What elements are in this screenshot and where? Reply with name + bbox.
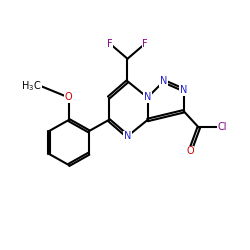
Text: O: O [186, 146, 194, 156]
Text: N: N [160, 76, 168, 86]
Text: F: F [142, 39, 148, 49]
Text: N: N [124, 131, 131, 141]
Text: F: F [107, 39, 113, 49]
Text: N: N [144, 92, 151, 102]
Text: Cl: Cl [218, 122, 227, 132]
Text: O: O [65, 92, 72, 102]
Text: H$_3$C: H$_3$C [21, 79, 41, 93]
Text: N: N [180, 85, 188, 95]
